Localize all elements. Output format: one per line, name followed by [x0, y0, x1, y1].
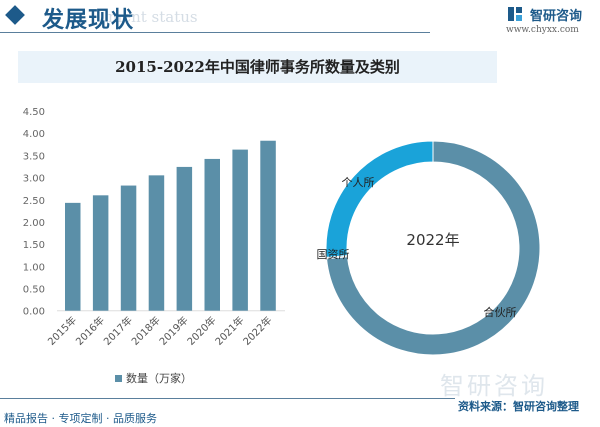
logo-url: www.chyxx.com: [506, 25, 579, 35]
legend-label: 数量（万家）: [126, 372, 192, 385]
y-tick-label: 3.00: [23, 174, 45, 185]
source-note: 资料来源：智研咨询整理: [458, 400, 579, 413]
bar: [65, 202, 81, 311]
x-tick-label: 2018年: [129, 314, 163, 348]
logo-icon: [508, 7, 522, 21]
header-divider: [0, 32, 430, 33]
bar: [120, 185, 137, 311]
bar: [204, 158, 220, 311]
legend-swatch: [115, 375, 122, 382]
x-tick-label: 2017年: [101, 314, 135, 348]
y-tick-label: 4.00: [23, 129, 45, 140]
x-tick-label: 2020年: [184, 314, 218, 348]
y-tick-label: 3.50: [23, 151, 45, 162]
section-title: 发展现状: [42, 7, 135, 33]
y-tick-label: 1.50: [23, 240, 45, 251]
footer-divider: [0, 398, 455, 399]
x-tick-label: 2021年: [212, 314, 246, 348]
chart-title: 2015-2022年中国律师事务所数量及类别: [18, 51, 497, 83]
bar: [232, 149, 248, 311]
y-tick-label: 1.00: [23, 262, 45, 273]
bar: [148, 175, 165, 311]
footer-tagline: 精品报告 · 专项定制 · 品质服务: [4, 412, 157, 425]
y-tick-label: 2.50: [23, 196, 45, 207]
donut-slice: [325, 140, 434, 258]
bar: [176, 166, 193, 311]
y-tick-label: 0.00: [23, 307, 45, 318]
watermark-logo: 智研咨询: [440, 372, 548, 400]
slice-label: 国资所: [317, 248, 350, 261]
donut-slice: [325, 140, 541, 356]
header-subtitle: ment status: [108, 8, 198, 26]
slice-label: 个人所: [342, 176, 375, 189]
y-tick-label: 4.50: [23, 107, 45, 118]
bar: [260, 140, 276, 311]
slice-label: 合伙所: [484, 305, 517, 319]
donut-center-label: 2022年: [406, 231, 459, 249]
x-tick-label: 2015年: [45, 314, 79, 348]
y-tick-label: 2.00: [23, 218, 45, 229]
legend: 数量（万家）: [115, 370, 192, 386]
logo-text: 智研咨询: [530, 9, 583, 24]
y-tick-label: 0.50: [23, 285, 45, 296]
bar: [92, 195, 109, 311]
x-tick-label: 2016年: [73, 314, 107, 348]
x-tick-label: 2019年: [156, 314, 190, 348]
x-tick-label: 2022年: [240, 314, 274, 348]
